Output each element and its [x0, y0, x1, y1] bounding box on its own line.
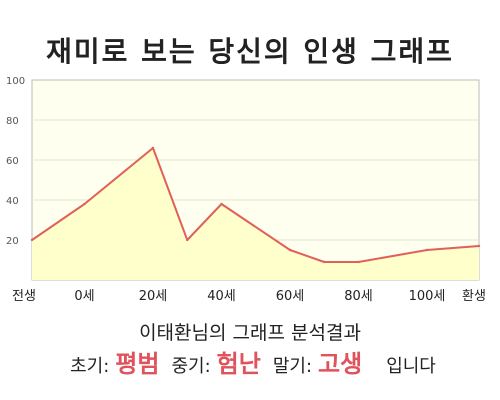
- early-value: 평범: [115, 350, 160, 378]
- mid-label: 중기:: [171, 356, 211, 377]
- y-tick-label-20: 20: [6, 236, 19, 247]
- early-label: 초기:: [70, 356, 110, 377]
- x-tick-label-0: 전생: [12, 289, 36, 304]
- late-label: 말기:: [272, 356, 313, 377]
- data-point-6: [323, 260, 326, 264]
- x-tick-label-6: 100세: [409, 289, 446, 304]
- analysis-result: 초기: 평범 중기: 험난 말기: 고생 입니다: [0, 344, 500, 384]
- y-tick-label-60: 60: [6, 156, 19, 167]
- page-title: 재미로 보는 당신의 인생 그래프: [46, 35, 454, 68]
- y-tick-label-100: 100: [6, 76, 25, 87]
- y-tick-label-40: 40: [6, 196, 19, 207]
- data-point-0: [30, 238, 34, 242]
- data-point-8: [425, 248, 429, 252]
- x-tick-label-7: 환생: [462, 289, 486, 304]
- data-point-2: [151, 146, 155, 150]
- data-point-4: [220, 202, 223, 206]
- analysis-summary: 이태환님의 그래프 분석결과: [139, 322, 361, 344]
- data-point-7: [357, 260, 360, 264]
- data-point-5: [288, 248, 292, 252]
- result-ending: 입니다: [386, 356, 436, 377]
- data-point-1: [83, 202, 86, 206]
- late-value: 고생: [318, 350, 363, 378]
- y-tick-label-80: 80: [6, 116, 19, 127]
- data-point-3: [186, 238, 189, 242]
- series-line: [31, 147, 480, 263]
- data-point-9: [477, 244, 481, 248]
- mid-value: 험난: [216, 350, 261, 378]
- x-tick-label-2: 20세: [139, 289, 168, 304]
- x-tick-label-4: 60세: [276, 289, 305, 304]
- y-axis-ticks: 20 40 60 80 100: [6, 76, 25, 247]
- area-fill: [32, 148, 479, 280]
- x-tick-label-5: 80세: [344, 289, 373, 304]
- x-tick-label-1: 0세: [74, 289, 94, 304]
- x-tick-label-3: 40세: [207, 289, 236, 304]
- x-axis-ticks: 전생 0세 20세 40세 60세 80세 100세 환생: [12, 289, 486, 304]
- data-points: [30, 146, 481, 264]
